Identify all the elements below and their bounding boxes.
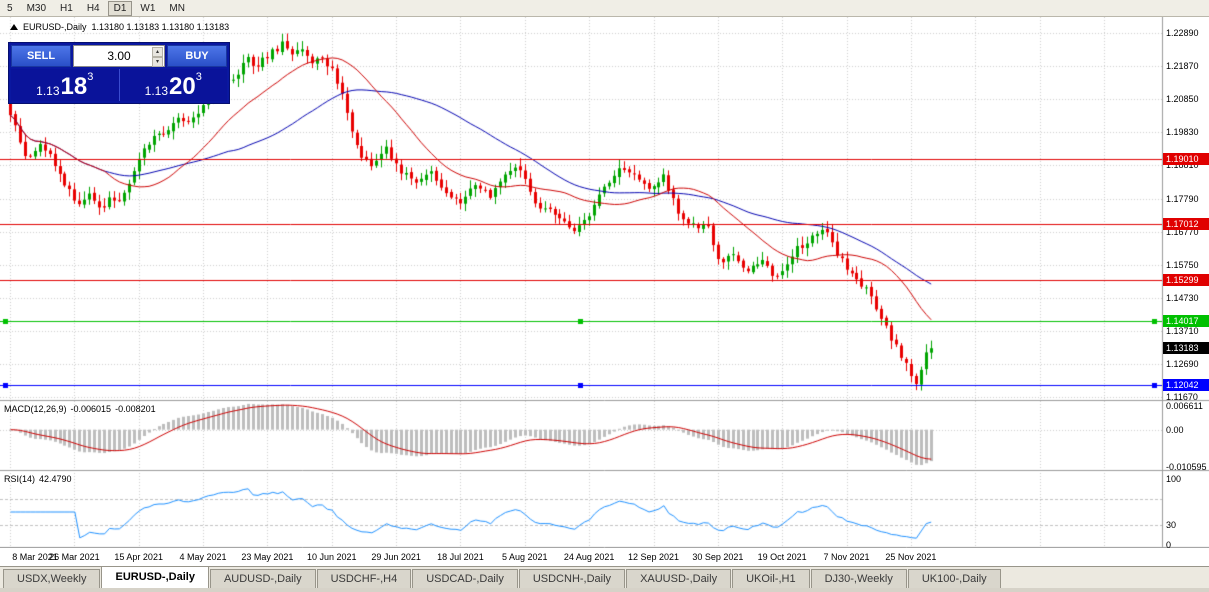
macd-main-value: -0.006015	[70, 404, 112, 414]
lot-decrease-button[interactable]: ▾	[152, 57, 163, 67]
lot-increase-button[interactable]: ▴	[152, 47, 163, 57]
rsi-value: 42.4790	[39, 474, 72, 484]
timeframe-toolbar: 5 M30 H1 H4 D1 W1 MN	[0, 0, 1209, 17]
macd-indicator-label: MACD(12,26,9) -0.006015 -0.008201	[4, 404, 160, 414]
price-tick: 1.19830	[1166, 127, 1199, 137]
buy-price[interactable]: 1.13 20 3	[120, 69, 228, 101]
macd-axis-label: 0.006611	[1166, 401, 1203, 411]
time-label: 18 Jul 2021	[437, 552, 484, 562]
time-label: 26 Mar 2021	[49, 552, 100, 562]
buy-price-big: 20	[169, 73, 196, 100]
tab-uk100-daily[interactable]: UK100-,Daily	[907, 569, 1001, 588]
tab-ukoil-h1[interactable]: UKOil-,H1	[732, 569, 810, 588]
buy-price-prefix: 1.13	[144, 84, 169, 98]
rsi-axis-label: 100	[1166, 474, 1182, 484]
price-tick: 1.17790	[1166, 194, 1199, 204]
one-click-trading-panel: SELL 3.00 ▴ ▾ BUY 1.13 18 3 1.13	[8, 42, 230, 104]
tab-audusd-daily[interactable]: AUDUSD-,Daily	[209, 569, 316, 588]
timeframe-button-h4[interactable]: H4	[81, 1, 106, 16]
time-label: 5 Aug 2021	[502, 552, 548, 562]
timeframe-button-d1[interactable]: D1	[107, 0, 133, 16]
tab-eurusd-daily[interactable]: EURUSD-,Daily	[101, 566, 209, 588]
tab-usdx-weekly[interactable]: USDX,Weekly	[3, 569, 101, 588]
buy-price-sup: 3	[195, 71, 202, 83]
lot-size-input[interactable]: 3.00 ▴ ▾	[73, 45, 165, 67]
price-tick: 1.21870	[1166, 61, 1199, 71]
price-tick: 1.14730	[1166, 293, 1199, 303]
rsi-axis-label: 0	[1166, 540, 1172, 550]
price-tick: 1.11670	[1166, 392, 1198, 402]
timeframe-button-m30[interactable]: M30	[21, 1, 52, 16]
chart-window: EURUSD-,Daily 1.13180 1.13183 1.13180 1.…	[0, 17, 1209, 566]
time-label: 23 May 2021	[241, 552, 294, 562]
price-tick: 1.15750	[1166, 260, 1199, 270]
chart-ohlc-values: 1.13180 1.13183 1.13180 1.13183	[91, 22, 230, 32]
price-tick: 1.20850	[1166, 94, 1199, 104]
price-tick: 1.12690	[1166, 359, 1199, 369]
time-label: 4 May 2021	[179, 552, 227, 562]
chart-collapse-icon[interactable]	[10, 24, 18, 30]
rsi-indicator-label: RSI(14) 42.4790	[4, 474, 76, 484]
sell-price-prefix: 1.13	[36, 84, 60, 98]
tab-usdchf-h4[interactable]: USDCHF-,H4	[316, 569, 412, 588]
time-label: 7 Nov 2021	[823, 552, 870, 562]
timeframe-button-h1[interactable]: H1	[54, 1, 79, 16]
sell-price[interactable]: 1.13 18 3	[11, 69, 120, 101]
macd-axis-label: -0.010595	[1166, 462, 1207, 472]
timeframe-button-w1[interactable]: W1	[134, 1, 161, 16]
price-tick: 1.18810	[1166, 160, 1199, 170]
rsi-axis-label: 30	[1166, 520, 1177, 530]
sell-button[interactable]: SELL	[11, 45, 71, 67]
macd-name: MACD(12,26,9)	[4, 404, 67, 414]
current-price-label: 1.13183	[1163, 342, 1209, 354]
price-tick: 1.22890	[1166, 28, 1199, 38]
chart-tabs-bar: USDX,Weekly EURUSD-,Daily AUDUSD-,Daily USD…	[0, 566, 1209, 588]
time-label: 30 Sep 2021	[692, 552, 744, 562]
sell-price-sup: 3	[87, 71, 94, 83]
time-label: 12 Sep 2021	[627, 552, 680, 562]
price-chart-canvas[interactable]	[0, 17, 1209, 548]
chart-title: EURUSD-,Daily	[23, 22, 87, 32]
time-label: 15 Apr 2021	[114, 552, 163, 562]
macd-signal-value: -0.008201	[115, 404, 156, 414]
status-strip	[0, 588, 1209, 592]
lot-spinner: ▴ ▾	[152, 47, 163, 67]
hline-price-label: 1.19010	[1163, 153, 1209, 165]
time-label: 19 Oct 2021	[757, 552, 807, 562]
time-label: 29 Jun 2021	[371, 552, 421, 562]
macd-axis-label: 0.00	[1166, 425, 1184, 435]
time-label: 8 Mar 2021	[12, 552, 58, 562]
time-label: 24 Aug 2021	[563, 552, 615, 562]
timeframe-button-mn[interactable]: MN	[163, 1, 191, 16]
tab-dj30-weekly[interactable]: DJ30-,Weekly	[810, 569, 907, 588]
hline-price-label: 1.12042	[1163, 379, 1209, 391]
time-label: 25 Nov 2021	[885, 552, 937, 562]
lot-size-value: 3.00	[107, 49, 131, 63]
hline-price-label: 1.15299	[1163, 274, 1209, 286]
chart-ohlc-header: EURUSD-,Daily 1.13180 1.13183 1.13180 1.…	[10, 22, 229, 32]
hline-price-label: 1.17012	[1163, 218, 1209, 230]
timeframe-button-5[interactable]: 5	[1, 1, 19, 16]
tab-usdcnh-daily[interactable]: USDCNH-,Daily	[518, 569, 626, 588]
tab-usdcad-daily[interactable]: USDCAD-,Daily	[412, 569, 518, 588]
tab-xauusd-daily[interactable]: XAUUSD-,Daily	[626, 569, 732, 588]
price-tick: 1.16770	[1166, 227, 1199, 237]
hline-price-label: 1.14017	[1163, 315, 1209, 327]
sell-price-big: 18	[60, 73, 88, 100]
price-tick: 1.13710	[1166, 326, 1199, 336]
rsi-name: RSI(14)	[4, 474, 36, 484]
time-label: 10 Jun 2021	[306, 552, 357, 562]
buy-button[interactable]: BUY	[167, 45, 227, 67]
